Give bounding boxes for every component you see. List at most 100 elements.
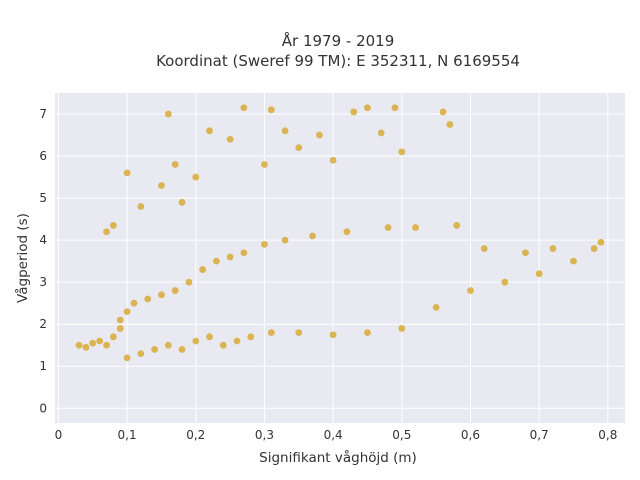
scatter-point [137, 203, 145, 210]
scatter-point [109, 333, 117, 341]
scatter-point [116, 316, 124, 324]
scatter-point [226, 253, 234, 261]
scatter-point [432, 303, 440, 311]
scatter-point [144, 295, 152, 303]
scatter-point [412, 224, 419, 231]
scatter-point [309, 232, 316, 240]
y-tick-label: 4 [39, 233, 47, 247]
scatter-point [212, 257, 220, 265]
scatter-point [261, 161, 268, 168]
scatter-point [123, 169, 131, 177]
scatter-point [130, 299, 138, 307]
x-tick-label: 0,1 [118, 428, 137, 442]
scatter-point [233, 337, 241, 345]
scatter-point [398, 148, 406, 156]
scatter-point [522, 249, 529, 257]
x-axis-label: Signifikant våghöjd (m) [259, 449, 417, 466]
scatter-point [398, 325, 406, 332]
scatter-point [261, 240, 268, 248]
scatter-point [446, 121, 454, 128]
scatter-point [240, 249, 248, 257]
x-tick-label: 0,2 [186, 428, 205, 442]
scatter-point [501, 278, 509, 286]
scatter-points [75, 104, 605, 362]
scatter-point [535, 270, 543, 278]
scatter-point [158, 291, 165, 299]
scatter-point [240, 104, 248, 112]
gridlines [55, 93, 625, 423]
scatter-point [570, 257, 577, 265]
scatter-point [267, 106, 275, 114]
scatter-point [281, 236, 289, 244]
scatter-point [192, 173, 200, 181]
scatter-point [178, 198, 186, 206]
x-tick-labels: 0 0,1 0,2 0,3 0,4 0,5 0,6 0,7 0,8 [55, 428, 618, 442]
y-tick-label: 6 [39, 149, 47, 163]
scatter-point [137, 350, 145, 358]
scatter-point [123, 354, 131, 362]
scatter-point [295, 329, 303, 337]
scatter-point [384, 224, 392, 231]
scatter-point [185, 278, 193, 286]
scatter-point [226, 135, 234, 143]
scatter-point [329, 156, 337, 164]
scatter-point [206, 333, 213, 341]
scatter-point [178, 346, 186, 353]
x-tick-label: 0,7 [530, 428, 549, 442]
scatter-point [467, 287, 474, 294]
scatter-point [103, 228, 110, 236]
plot-area [55, 93, 625, 423]
x-tick-label: 0,6 [461, 428, 480, 442]
x-tick-label: 0,3 [255, 428, 274, 442]
chart-title-line-2: Koordinat (Sweref 99 TM): E 352311, N 61… [156, 52, 520, 70]
scatter-point [480, 245, 488, 252]
scatter-point [192, 337, 200, 345]
y-tick-label: 5 [39, 191, 47, 205]
scatter-point [219, 341, 227, 349]
scatter-point [109, 222, 117, 229]
x-tick-label: 0 [55, 428, 63, 442]
scatter-point [364, 104, 371, 112]
y-tick-label: 0 [39, 401, 47, 415]
scatter-point [391, 104, 399, 112]
scatter-point [315, 131, 323, 139]
x-tick-label: 0,4 [324, 428, 343, 442]
scatter-point [199, 266, 207, 273]
chart-title: År 1979 - 2019 Koordinat (Sweref 99 TM):… [156, 31, 520, 70]
scatter-point [171, 287, 179, 294]
scatter-point [350, 108, 358, 116]
scatter-point [116, 325, 124, 332]
y-tick-label: 3 [39, 275, 47, 289]
scatter-point [247, 333, 255, 341]
scatter-point [281, 127, 289, 135]
y-axis-label: Vågperiod (s) [14, 213, 31, 303]
y-tick-label: 1 [39, 359, 47, 373]
scatter-point [453, 222, 461, 229]
scatter-point [151, 346, 158, 353]
scatter-point [590, 245, 598, 252]
scatter-point [267, 329, 275, 337]
scatter-point [295, 144, 303, 152]
scatter-point [158, 182, 165, 189]
scatter-point [96, 337, 104, 345]
scatter-point [123, 308, 131, 315]
scatter-point [164, 110, 172, 118]
scatter-point [377, 129, 385, 137]
scatter-point [549, 245, 557, 252]
scatter-point [343, 228, 351, 236]
y-tick-labels: 0 1 2 3 4 5 6 7 [39, 107, 47, 415]
scatter-point [171, 161, 179, 168]
x-tick-label: 0,8 [598, 428, 617, 442]
y-tick-label: 7 [39, 107, 47, 121]
y-tick-label: 2 [39, 317, 47, 331]
chart-title-line-1: År 1979 - 2019 [282, 31, 395, 50]
scatter-point [206, 127, 213, 135]
x-tick-label: 0,5 [392, 428, 411, 442]
scatter-point [103, 341, 110, 349]
scatter-point [75, 341, 83, 349]
scatter-point [364, 329, 371, 337]
scatter-point [164, 341, 172, 349]
scatter-point [597, 238, 605, 246]
scatter-point [329, 331, 337, 339]
